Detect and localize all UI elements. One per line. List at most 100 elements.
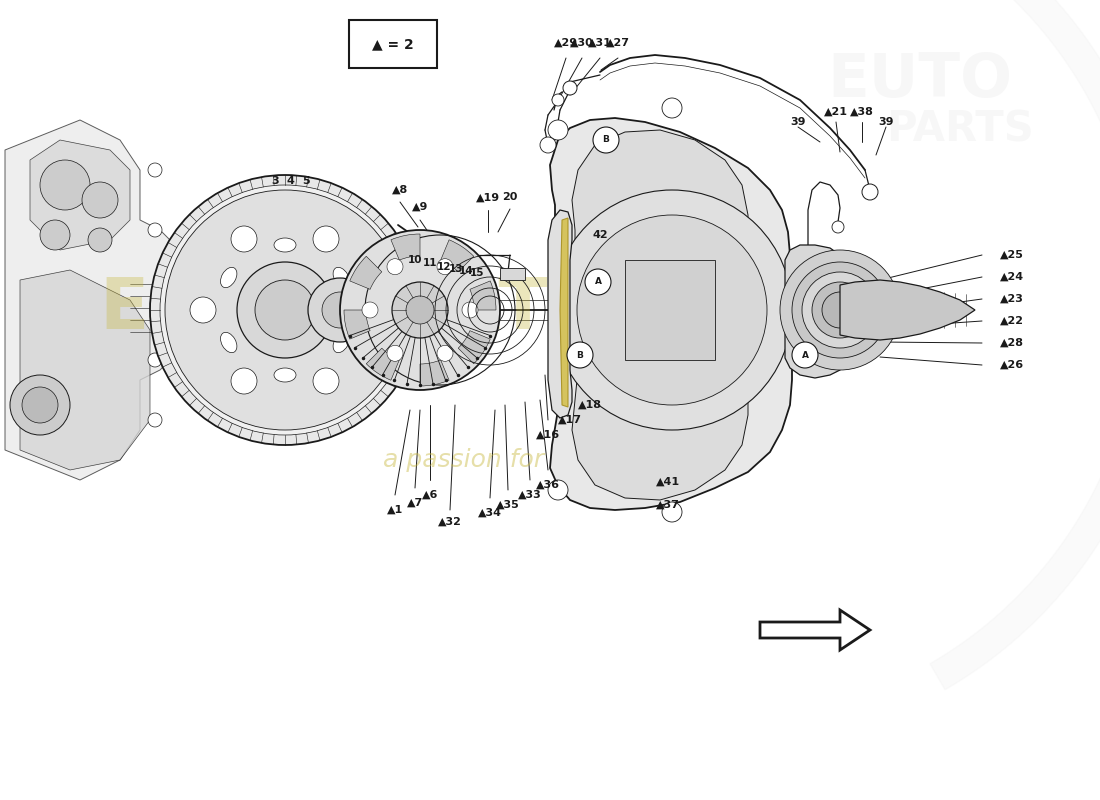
- Circle shape: [822, 292, 858, 328]
- Polygon shape: [548, 210, 572, 418]
- Wedge shape: [441, 240, 474, 272]
- Circle shape: [437, 346, 453, 362]
- Text: ▲30: ▲30: [570, 38, 594, 48]
- Text: 13: 13: [449, 264, 463, 274]
- Text: 39: 39: [790, 117, 805, 127]
- Wedge shape: [390, 234, 420, 260]
- Text: ▲18: ▲18: [578, 400, 602, 410]
- Text: 3: 3: [272, 176, 278, 186]
- Text: ▲6: ▲6: [421, 490, 438, 500]
- Circle shape: [88, 228, 112, 252]
- Circle shape: [548, 480, 568, 500]
- Text: A: A: [594, 278, 602, 286]
- Circle shape: [22, 387, 58, 423]
- Circle shape: [314, 226, 339, 252]
- Text: ▲41: ▲41: [656, 477, 680, 487]
- Text: 20: 20: [503, 192, 518, 202]
- Text: ▲36: ▲36: [536, 480, 560, 490]
- Polygon shape: [760, 610, 870, 650]
- Text: a passion for parts: a passion for parts: [384, 448, 617, 472]
- Circle shape: [362, 302, 378, 318]
- Circle shape: [552, 94, 564, 106]
- Text: ▲25: ▲25: [1000, 250, 1024, 260]
- Circle shape: [148, 223, 162, 237]
- Text: ▲23: ▲23: [1000, 294, 1024, 304]
- Text: B: B: [576, 350, 583, 359]
- Circle shape: [308, 278, 372, 342]
- Text: ▲34: ▲34: [478, 508, 502, 518]
- Circle shape: [792, 342, 818, 368]
- Circle shape: [832, 221, 844, 233]
- Text: ▲35: ▲35: [496, 500, 520, 510]
- Polygon shape: [20, 270, 150, 470]
- Circle shape: [236, 262, 333, 358]
- Circle shape: [40, 220, 70, 250]
- Text: ▲17: ▲17: [558, 415, 582, 425]
- Text: 11: 11: [422, 258, 438, 268]
- Circle shape: [10, 375, 70, 435]
- Text: ▲8: ▲8: [392, 185, 408, 195]
- Circle shape: [231, 368, 257, 394]
- Polygon shape: [785, 245, 840, 378]
- Circle shape: [340, 230, 500, 390]
- Bar: [500, 268, 525, 280]
- Polygon shape: [572, 130, 748, 500]
- Circle shape: [82, 182, 118, 218]
- Text: ▲38: ▲38: [850, 107, 873, 117]
- Circle shape: [437, 258, 453, 274]
- Circle shape: [387, 258, 403, 274]
- Text: ▲24: ▲24: [1000, 272, 1024, 282]
- Ellipse shape: [220, 267, 236, 288]
- Circle shape: [165, 190, 405, 430]
- Ellipse shape: [274, 238, 296, 252]
- Text: ▲1: ▲1: [387, 505, 403, 515]
- Circle shape: [802, 272, 878, 348]
- Text: ▲22: ▲22: [1000, 316, 1024, 326]
- Text: ▲27: ▲27: [606, 38, 630, 48]
- Circle shape: [552, 190, 792, 430]
- Ellipse shape: [333, 332, 350, 353]
- Wedge shape: [420, 360, 449, 386]
- Text: 15: 15: [470, 268, 484, 278]
- Text: EUTO: EUTO: [827, 50, 1013, 110]
- Text: ▲28: ▲28: [1000, 338, 1024, 348]
- Bar: [625, 260, 715, 360]
- Polygon shape: [550, 118, 792, 510]
- Circle shape: [566, 342, 593, 368]
- Text: 12: 12: [437, 262, 451, 272]
- Text: ▲32: ▲32: [438, 517, 462, 527]
- Text: B: B: [603, 135, 609, 145]
- Circle shape: [148, 353, 162, 367]
- Text: 5: 5: [302, 176, 310, 186]
- Text: ▲29: ▲29: [554, 38, 579, 48]
- Circle shape: [585, 269, 611, 295]
- Circle shape: [540, 137, 556, 153]
- Text: ▲31: ▲31: [588, 38, 612, 48]
- Circle shape: [548, 120, 568, 140]
- Polygon shape: [560, 218, 568, 407]
- Circle shape: [354, 297, 379, 323]
- Circle shape: [314, 368, 339, 394]
- Circle shape: [662, 98, 682, 118]
- Circle shape: [255, 280, 315, 340]
- Polygon shape: [6, 120, 180, 480]
- Circle shape: [387, 346, 403, 362]
- Text: ▲9: ▲9: [411, 202, 428, 212]
- Circle shape: [563, 81, 578, 95]
- Text: ▲21: ▲21: [824, 107, 848, 117]
- Circle shape: [812, 282, 868, 338]
- Text: ▲16: ▲16: [536, 430, 560, 440]
- Text: 10: 10: [408, 255, 422, 265]
- Circle shape: [160, 185, 410, 435]
- Circle shape: [462, 302, 478, 318]
- Circle shape: [150, 175, 420, 445]
- Ellipse shape: [274, 368, 296, 382]
- Wedge shape: [350, 256, 382, 290]
- Text: A: A: [802, 350, 808, 359]
- Circle shape: [148, 413, 162, 427]
- Wedge shape: [366, 348, 399, 380]
- Polygon shape: [840, 280, 975, 340]
- FancyBboxPatch shape: [349, 20, 437, 68]
- Text: ▲ = 2: ▲ = 2: [372, 37, 414, 51]
- Text: 39: 39: [878, 117, 893, 127]
